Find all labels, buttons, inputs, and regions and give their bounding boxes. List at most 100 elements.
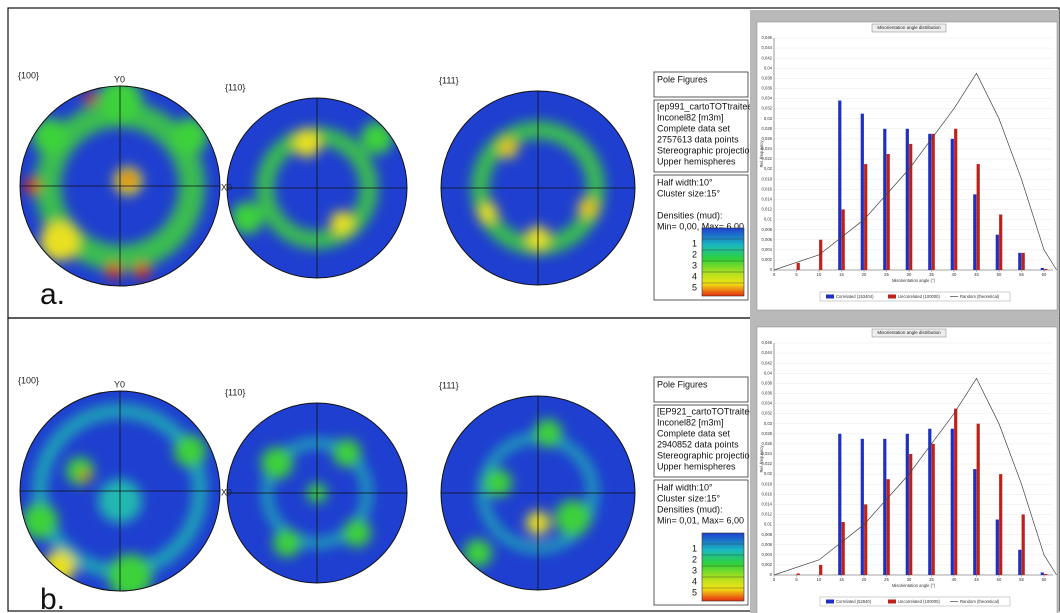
bar [928,133,932,270]
density-scale [701,532,745,602]
y-tick-label: 0 [770,267,773,272]
y-tick-label: 0,008 [762,227,773,232]
texture-blob [108,554,152,591]
y-tick-label: 0,016 [762,491,773,496]
legend-label: Uncorrelated (100000) [898,294,941,299]
texture-blob [22,503,58,539]
panel: {100} {110} {111} Y0 X0 b. Pole Figures [EP921_… [18,375,755,613]
bar [886,479,890,575]
density-label: 2 [692,554,697,564]
x-tick-label: 35 [929,577,934,582]
bar [1018,549,1022,575]
x-tick-label: 15 [839,272,844,277]
y-tick-label: 0,006 [762,542,773,547]
bar [819,564,823,575]
param-line: Half width:10° [657,482,713,492]
x-tick-label: 0 [773,272,776,277]
param-line: Cluster size:15° [657,493,721,503]
axis-y0: Y0 [114,379,125,389]
legend-box [819,291,1011,302]
bar [838,100,842,271]
x-tick-label: 0 [773,577,776,582]
legend-box [819,596,1011,607]
param-line: Cluster size:15° [657,188,721,198]
info-line: Inconel82 [m3m] [657,417,724,427]
y-tick-label: 0,036 [762,391,773,396]
info-line: Complete data set [657,123,731,133]
bar [1018,252,1022,270]
x-tick-label: 10 [817,577,822,582]
bar [931,133,935,270]
texture-blob [80,471,90,481]
density-label: 3 [692,565,697,575]
bar [860,438,864,575]
y-tick-label: 0,026 [762,441,773,446]
info-title: Pole Figures [657,74,708,84]
y-tick-label: 0,012 [762,207,773,212]
y-tick-label: 0,044 [762,350,773,355]
x-tick-label: 45 [974,272,979,277]
y-tick-label: 0,04 [764,370,773,375]
y-tick-label: 0,044 [762,45,773,50]
bar [886,154,890,270]
texture-blob [44,550,76,582]
y-tick-label: 0,028 [762,431,773,436]
density-label: 3 [692,260,697,270]
x-tick-label: 50 [997,272,1002,277]
x-tick-label: 25 [884,272,889,277]
texture-blob [586,204,594,212]
legend-label: Random (theoretical) [960,599,1000,604]
x-tick-label: 20 [862,272,867,277]
x-tick-label: 60 [1042,272,1047,277]
bar [909,453,913,575]
chart-title: Misorientation angle distribution [877,25,941,30]
y-tick-label: 0,02 [764,166,773,171]
info-box [653,404,749,478]
density-label: 1 [692,238,697,248]
bar [995,234,999,270]
info-line: Upper hemispheres [657,156,736,166]
y-tick-label: 0,046 [762,35,773,40]
param-line: Half width:10° [657,177,713,187]
info-line: Complete data set [657,428,731,438]
x-tick-label: 35 [929,272,934,277]
chart-title: Misorientation angle distribution [877,330,941,335]
info-title: Pole Figures [657,379,708,389]
y-tick-label: 0,046 [762,340,773,345]
y-tick-label: 0,042 [762,360,773,365]
pole-figure-label: {100} [18,375,39,385]
density-label: 5 [692,282,697,292]
bar [860,113,864,270]
texture-blob [134,263,150,279]
axis-x0: X0 [221,487,232,497]
texture-blob [273,529,301,557]
density-label: 4 [692,576,697,586]
pole-figure-label: {110} [225,387,245,397]
y-tick-label: 0,002 [762,257,773,262]
bar [796,573,800,575]
x-tick-label: 55 [1019,272,1024,277]
bar [819,239,823,270]
y-tick-label: 0,004 [762,552,773,557]
y-tick-label: 0,042 [762,55,773,60]
x-tick-label: 10 [817,272,822,277]
texture-blob [361,122,393,154]
line [773,72,1057,271]
x-tick-label: 5 [795,272,798,277]
x-tick-label: 55 [1019,577,1024,582]
density-label: 4 [692,271,697,281]
y-tick-label: 0,026 [762,136,773,141]
density-label: 1 [692,543,697,553]
bar [841,209,845,270]
x-tick-label: 5 [795,577,798,582]
y-tick-label: 0,014 [762,197,773,202]
info-line: 2940852 data points [657,439,739,449]
legend-label: Correlated (52840) [836,599,872,604]
texture-blob [478,203,498,223]
y-tick-label: 0,03 [764,116,773,121]
info-line: [EP921_cartoTOTtraitee [657,406,754,416]
panel-letter: a. [40,278,65,311]
bar [1044,268,1048,270]
y-tick-label: 0,024 [762,146,773,151]
